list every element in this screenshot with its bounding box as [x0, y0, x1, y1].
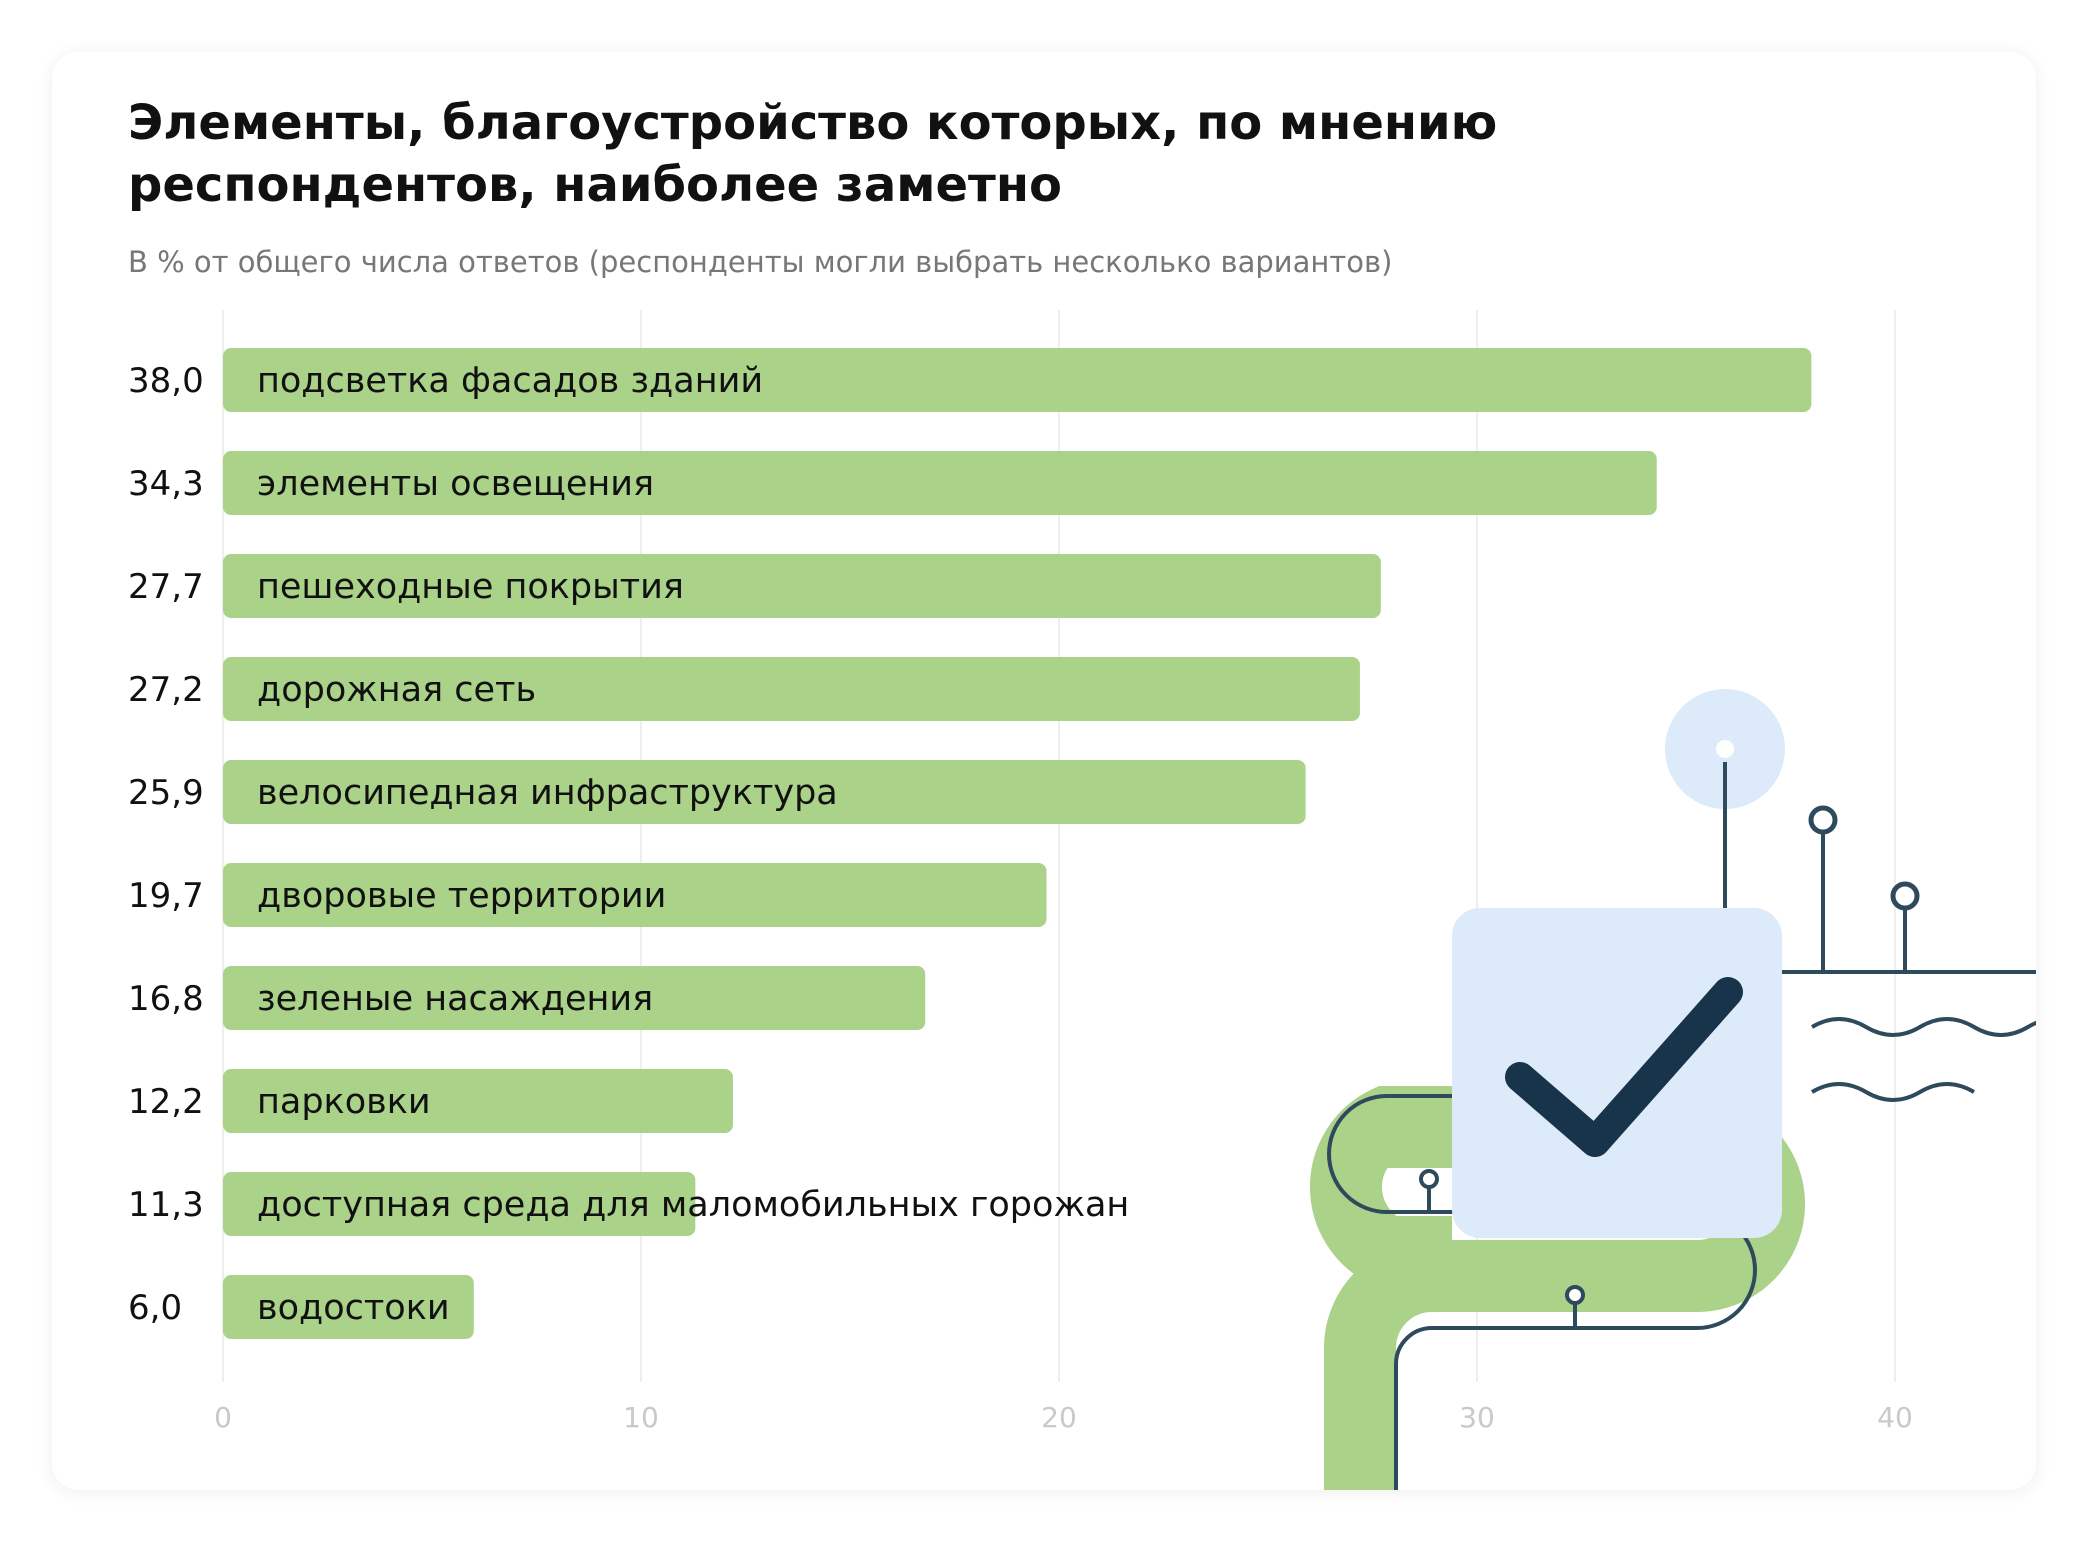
checkmark-icon [1505, 977, 1743, 1157]
bar-category-label: пешеходные покрытия [257, 567, 684, 607]
x-tick-label: 0 [214, 1401, 232, 1434]
bar-value-label: 27,2 [128, 670, 204, 710]
bar-category-label: доступная среда для маломобильных горожа… [257, 1185, 1129, 1225]
chart-title: Элементы, благоустройство которых, по мн… [128, 95, 1498, 213]
lamp-posts [1665, 689, 2036, 974]
bar-value-label: 19,7 [128, 876, 204, 916]
bar-category-label: водостоки [257, 1288, 450, 1328]
bar-value-label: 11,3 [128, 1185, 204, 1225]
bar [223, 760, 1306, 824]
bar-value-label: 27,7 [128, 567, 204, 607]
chart-subtitle: В % от общего числа ответов (респонденты… [128, 245, 1393, 279]
bar-category-label: зеленые насаждения [257, 979, 653, 1019]
bar [223, 554, 1381, 618]
bar-category-label: дворовые территории [257, 876, 666, 916]
bar-value-label: 16,8 [128, 979, 204, 1019]
chart-card: Элементы, благоустройство которых, по мн… [52, 52, 2036, 1490]
x-tick-label: 20 [1041, 1401, 1077, 1434]
wave-lines [1810, 1017, 2036, 1102]
bar [223, 863, 1047, 927]
x-tick-label: 30 [1459, 1401, 1495, 1434]
bar [223, 1275, 474, 1339]
bar-value-label: 12,2 [128, 1082, 204, 1122]
x-tick-label: 10 [623, 1401, 659, 1434]
bar [223, 1069, 733, 1133]
bar-value-label: 34,3 [128, 464, 204, 504]
x-axis-ticks: 0 10 20 30 40 [214, 1401, 1913, 1434]
bar-category-label: велосипедная инфраструктура [257, 773, 838, 813]
illustration [1310, 689, 2036, 1490]
bar-category-label: элементы освещения [257, 464, 654, 504]
bar-category-label: дорожная сеть [257, 670, 536, 710]
bar-chart: 0 10 20 30 40 38,0 подсветка фасадов зданий 34… [128, 310, 2036, 1490]
bar [223, 348, 1812, 412]
x-tick-label: 40 [1877, 1401, 1913, 1434]
bar-category-label: парковки [257, 1082, 431, 1122]
bar [223, 657, 1360, 721]
bar-value-label: 6,0 [128, 1288, 182, 1328]
bar [223, 451, 1657, 515]
bars: 38,0 подсветка фасадов зданий 34,3 элементы… [128, 348, 1812, 1339]
bar-category-label: подсветка фасадов зданий [257, 361, 763, 401]
bar [223, 966, 926, 1030]
checkbox-card [1452, 908, 1782, 1238]
bar [223, 1172, 696, 1236]
bar-value-label: 38,0 [128, 361, 204, 401]
bar-value-label: 25,9 [128, 773, 204, 813]
